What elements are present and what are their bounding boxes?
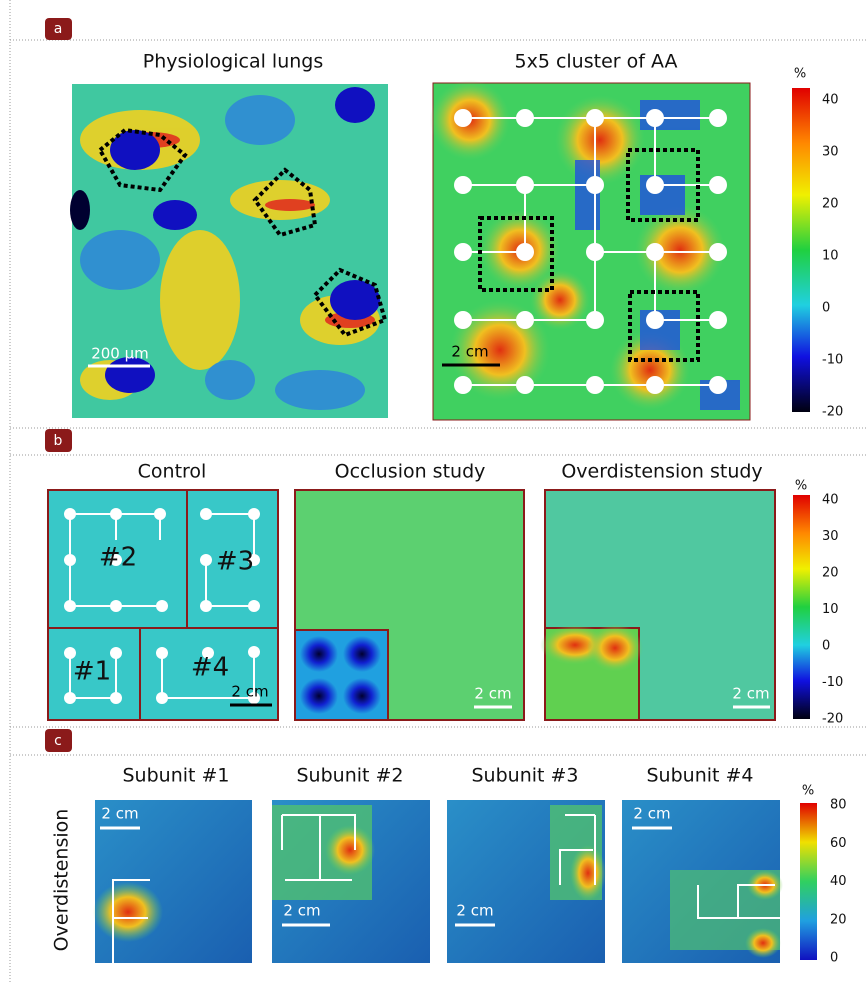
cluster-image: 2 cm: [430, 80, 750, 420]
colorbar-tick-label: 60: [830, 836, 847, 851]
colorbar-tick-label: 40: [830, 874, 847, 889]
colorbar-unit: %: [794, 67, 806, 82]
title: Occlusion study: [335, 461, 486, 483]
title: Subunit #2: [296, 765, 403, 787]
colorbar-tick-label: 20: [822, 566, 839, 581]
colorbar-unit: %: [802, 784, 814, 799]
title: Subunit #4: [646, 765, 753, 787]
control-image: #2 #3 #1 #4 2 cm: [48, 490, 278, 720]
scale-bar-label: 2 cm: [283, 902, 320, 920]
colorbar-tick-label: -10: [822, 353, 843, 368]
subunit-image: 2 cm: [622, 800, 783, 963]
scale-bar-label: 2 cm: [231, 683, 268, 701]
subunit-image: 2 cm: [272, 800, 430, 963]
panel-label: c: [54, 733, 62, 749]
colorbar-tick-label: -20: [822, 712, 843, 727]
title: Subunit #1: [122, 765, 229, 787]
scale-bar-label: 2 cm: [732, 685, 769, 703]
colorbar-tick-label: -10: [822, 675, 843, 690]
occlusion-image: 2 cm: [295, 490, 524, 720]
overdistension-image: 2 cm: [540, 490, 775, 720]
colorbar-unit: %: [795, 479, 807, 494]
title: Subunit #3: [471, 765, 578, 787]
colorbar-tick-label: -20: [822, 405, 843, 420]
title: Control: [138, 461, 207, 483]
colorbar-tick-label: 10: [822, 249, 839, 264]
colorbar-tick-label: 30: [822, 145, 839, 160]
title: Overdistension study: [561, 461, 762, 483]
subunit-label: #2: [99, 543, 137, 573]
row-label: Overdistension: [51, 809, 73, 952]
colorbar-tick-label: 40: [822, 93, 839, 108]
figure: a Physiological lungs 5x5 cluster of AA …: [0, 0, 866, 984]
colorbar-tick-label: 30: [822, 529, 839, 544]
lung-image: 200 µm: [70, 84, 388, 418]
colorbar-tick-label: 0: [822, 301, 830, 316]
colorbar-tick-label: 80: [830, 798, 847, 813]
title: 5x5 cluster of AA: [515, 51, 678, 73]
scale-bar-label: 2 cm: [633, 805, 670, 823]
colorbar: [800, 803, 817, 960]
panel-label: b: [54, 433, 63, 449]
colorbar: [792, 88, 810, 412]
scale-bar-label: 2 cm: [451, 343, 488, 361]
scale-bar-label: 2 cm: [456, 902, 493, 920]
subunit-image: 2 cm: [447, 800, 606, 963]
colorbar-tick-label: 10: [822, 602, 839, 617]
colorbar-tick-label: 20: [822, 197, 839, 212]
subunit-image: 2 cm: [93, 800, 252, 963]
subunit-label: #1: [73, 657, 111, 687]
panel-label: a: [54, 21, 63, 37]
subunit-label: #4: [191, 653, 229, 683]
colorbar-tick-label: 40: [822, 493, 839, 508]
colorbar-tick-label: 0: [830, 951, 838, 966]
subunit-label: #3: [216, 547, 254, 577]
scale-bar-label: 200 µm: [91, 345, 149, 363]
scale-bar-label: 2 cm: [101, 805, 138, 823]
title: Physiological lungs: [143, 51, 324, 73]
colorbar-tick-label: 0: [822, 639, 830, 654]
colorbar: [793, 495, 810, 719]
scale-bar-label: 2 cm: [474, 685, 511, 703]
colorbar-tick-label: 20: [830, 912, 847, 927]
